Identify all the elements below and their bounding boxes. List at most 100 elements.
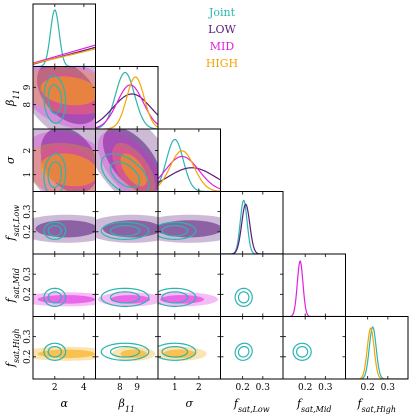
contour-joint-fsat_low-fsat_mid [237, 291, 250, 304]
contour-joint-alpha-fsat_high [47, 345, 63, 358]
panel-alpha-fsat_mid [33, 254, 96, 317]
contour-joint-beta11-fsat_low [100, 221, 150, 240]
y-axis-label-fsat_high: fsat,High [4, 328, 21, 368]
y-axis-label-sigma: σ [4, 156, 17, 164]
contour-mid-alpha-fsat_mid [37, 295, 96, 304]
contour-joint-fsat_low-fsat_mid [234, 287, 253, 307]
contour-joint-alpha-fsat_low [47, 224, 63, 237]
contour-joint-alpha-sigma [43, 153, 67, 192]
contour-joint-alpha-fsat_high [43, 342, 67, 361]
panel-beta11-sigma [95, 129, 158, 192]
panel-alpha-alpha [33, 4, 96, 67]
panel-sigma-fsat_low [158, 191, 221, 254]
y-tick-label-fsat_low: 0.3 [23, 204, 33, 219]
contour-joint-fsat_mid-fsat_high [296, 345, 309, 358]
y-tick-label-fsat_high: 0.2 [23, 350, 33, 364]
contour-joint-sigma-fsat_low [161, 224, 189, 237]
contour-joint-sigma-fsat_mid [161, 291, 189, 304]
marginal-mid-alpha [33, 44, 96, 64]
marginal-mid-fsat_mid [283, 259, 346, 317]
x-axis-label-sigma: σ [185, 397, 193, 410]
x-tick-label-beta11: 9 [134, 383, 140, 393]
contour-joint-beta11-fsat_low [109, 224, 141, 237]
panel-beta11-fsat_mid [95, 254, 158, 317]
contour-joint-fsat_low-fsat_high [234, 342, 253, 361]
y-tick-label-fsat_mid: 0.3 [23, 267, 33, 282]
contour-joint-beta11-fsat_mid [109, 291, 141, 304]
x-axis-label-alpha: α [61, 397, 69, 410]
marginal-mid-sigma [158, 155, 221, 190]
contour-joint-fsat_low-fsat_high [237, 345, 250, 358]
contour-joint-beta11-sigma [100, 153, 150, 192]
contour-low-beta11-fsat_low [102, 220, 158, 238]
contour-joint-alpha-fsat_mid [47, 291, 63, 304]
contour-joint-beta11-fsat_high [100, 342, 150, 361]
y-tick-label-sigma: 2 [23, 148, 33, 154]
x-tick-label-sigma: 1 [172, 383, 178, 393]
x-tick-label-beta11: 8 [117, 383, 123, 393]
contour-joint-alpha-fsat_low [43, 221, 67, 240]
contour-joint-sigma-fsat_low [158, 221, 197, 240]
x-tick-label-sigma: 2 [196, 383, 202, 393]
x-axis-label-fsat_low: fsat,Low [233, 397, 270, 414]
marginal-joint-alpha [33, 9, 96, 67]
x-tick-label-fsat_low: 0.2 [236, 383, 250, 393]
panel-frame-fsat_high-fsat_high [345, 316, 409, 380]
marginal-high-sigma [158, 150, 221, 192]
contour-joint-alpha-sigma [47, 161, 63, 189]
legend: Joint LOW MID HIGH [206, 6, 238, 70]
x-tick-label-fsat_mid: 0.2 [298, 383, 312, 393]
legend-entry-mid: MID [210, 40, 235, 53]
y-tick-label-fsat_low: 0.2 [23, 225, 33, 239]
y-axis-label-fsat_low: fsat,Low [4, 205, 21, 242]
contour-low-sigma-fsat_low [158, 220, 221, 238]
contour-joint-alpha-beta11 [43, 75, 67, 124]
panel-beta11-fsat_high [95, 316, 158, 379]
panel-fsat_low-fsat_high [220, 316, 283, 379]
panel-fsat_low-fsat_low [220, 191, 283, 254]
legend-entry-low: LOW [208, 23, 236, 36]
panel-beta11-beta11 [95, 66, 158, 129]
contour-high-beta11-fsat_high [120, 349, 147, 359]
panel-sigma-sigma [158, 129, 221, 192]
contour-joint-sigma-fsat_mid [158, 287, 197, 307]
legend-entry-high: HIGH [206, 57, 238, 70]
panel-alpha-beta11 [33, 66, 96, 129]
panel-sigma-fsat_high [158, 316, 221, 379]
marginal-joint-fsat_high [345, 326, 408, 379]
x-tick-label-fsat_mid: 0.3 [318, 383, 333, 393]
contour-joint-sigma-fsat_high [161, 345, 189, 358]
panel-fsat_low-fsat_mid [220, 254, 283, 317]
y-tick-label-fsat_high: 0.3 [23, 329, 33, 344]
panel-beta11-fsat_low [95, 191, 158, 254]
panel-alpha-fsat_low [33, 191, 96, 254]
x-tick-label-fsat_low: 0.3 [256, 383, 271, 393]
y-axis-label-fsat_mid: fsat,Mid [4, 268, 21, 304]
y-tick-label-sigma: 1 [23, 172, 33, 178]
panel-fsat_mid-fsat_mid [283, 254, 346, 317]
contour-high-alpha-beta11 [40, 76, 96, 106]
contour-joint-sigma-fsat_high [158, 342, 197, 361]
contour-joint-beta11-sigma [109, 161, 141, 189]
y-axis-label-beta11: β11 [4, 89, 21, 107]
x-tick-label-alpha: 2 [52, 383, 58, 393]
y-tick-label-fsat_mid: 0.2 [23, 287, 33, 301]
marginal-high-alpha [33, 48, 96, 65]
marginal-low-sigma [158, 167, 221, 184]
y-tick-label-beta11: 9 [23, 84, 33, 90]
contour-joint-alpha-beta11 [47, 84, 63, 115]
x-axis-label-beta11: β11 [117, 397, 135, 414]
panel-sigma-fsat_mid [158, 254, 221, 317]
x-tick-label-fsat_high: 0.3 [381, 383, 396, 393]
contour-joint-beta11-fsat_mid [100, 287, 150, 307]
contour-joint-fsat_mid-fsat_high [292, 342, 312, 361]
panel-alpha-sigma [33, 129, 96, 192]
x-axis-label-fsat_mid: fsat,Mid [296, 397, 332, 414]
marginal-high-fsat_high [345, 327, 408, 379]
x-tick-label-alpha: 4 [81, 383, 87, 393]
panel-fsat_mid-fsat_high [283, 316, 346, 379]
y-tick-label-beta11: 8 [23, 102, 33, 108]
x-axis-label-fsat_high: fsat,High [356, 397, 396, 414]
panel-alpha-fsat_high [33, 316, 96, 379]
